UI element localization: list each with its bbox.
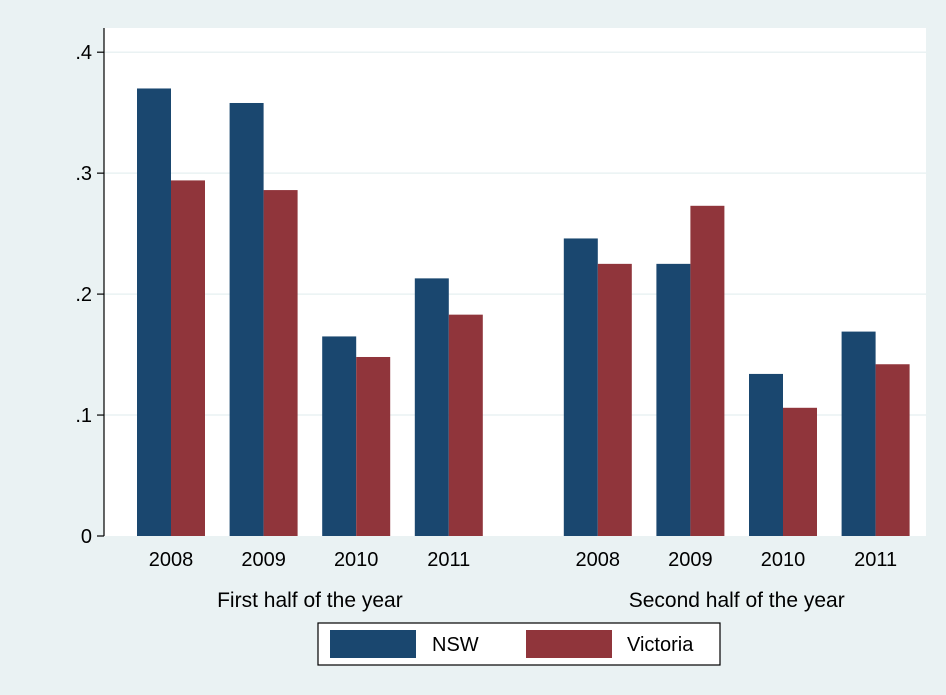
bar-nsw-2011 <box>841 331 876 536</box>
legend: NSW Victoria <box>317 622 721 666</box>
x-tick-label: 2011 <box>427 549 470 571</box>
y-tick-label: .3 <box>75 163 92 185</box>
y-tick-label: .4 <box>75 42 92 64</box>
bar-victoria-2009 <box>690 205 725 537</box>
bar-victoria-2008 <box>171 180 205 536</box>
x-tick-label: 2010 <box>761 549 806 571</box>
bar-victoria-2011 <box>875 364 910 536</box>
legend-label-nsw: NSW <box>432 634 479 656</box>
y-tick-label: .2 <box>75 284 92 306</box>
y-tick-label: 0 <box>81 526 92 548</box>
bar-nsw-2008 <box>563 238 598 536</box>
bar-nsw-2009 <box>656 263 691 536</box>
legend-swatch-victoria <box>526 630 612 658</box>
bars <box>137 88 910 537</box>
y-axis: 0 .1 .2 .3 .4 <box>75 28 105 548</box>
bar-nsw-2009 <box>229 102 264 536</box>
bar-victoria-2010 <box>783 407 817 536</box>
x-tick-label: 2008 <box>576 549 621 571</box>
group-label: First half of the year <box>217 589 403 612</box>
bar-nsw-2010 <box>322 336 357 536</box>
bar-nsw-2008 <box>137 88 171 536</box>
y-tick-label: .1 <box>75 405 92 427</box>
legend-swatch-nsw <box>330 630 416 658</box>
bar-victoria-2009 <box>263 190 298 537</box>
bar-victoria-2008 <box>597 263 632 536</box>
bar-nsw-2010 <box>749 373 783 536</box>
x-tick-label: 2009 <box>241 549 286 571</box>
bar-victoria-2011 <box>448 314 483 536</box>
x-tick-label: 2010 <box>334 549 379 571</box>
x-axis-labels: 2008 2009 2010 2011 First half of the year 20… <box>149 549 897 612</box>
bar-victoria-2010 <box>356 356 391 536</box>
x-tick-label: 2011 <box>854 549 897 571</box>
group-label: Second half of the year <box>629 589 845 612</box>
x-tick-label: 2009 <box>668 549 713 571</box>
bar-nsw-2011 <box>414 278 449 536</box>
legend-label-victoria: Victoria <box>627 634 694 656</box>
x-tick-label: 2008 <box>149 549 194 571</box>
